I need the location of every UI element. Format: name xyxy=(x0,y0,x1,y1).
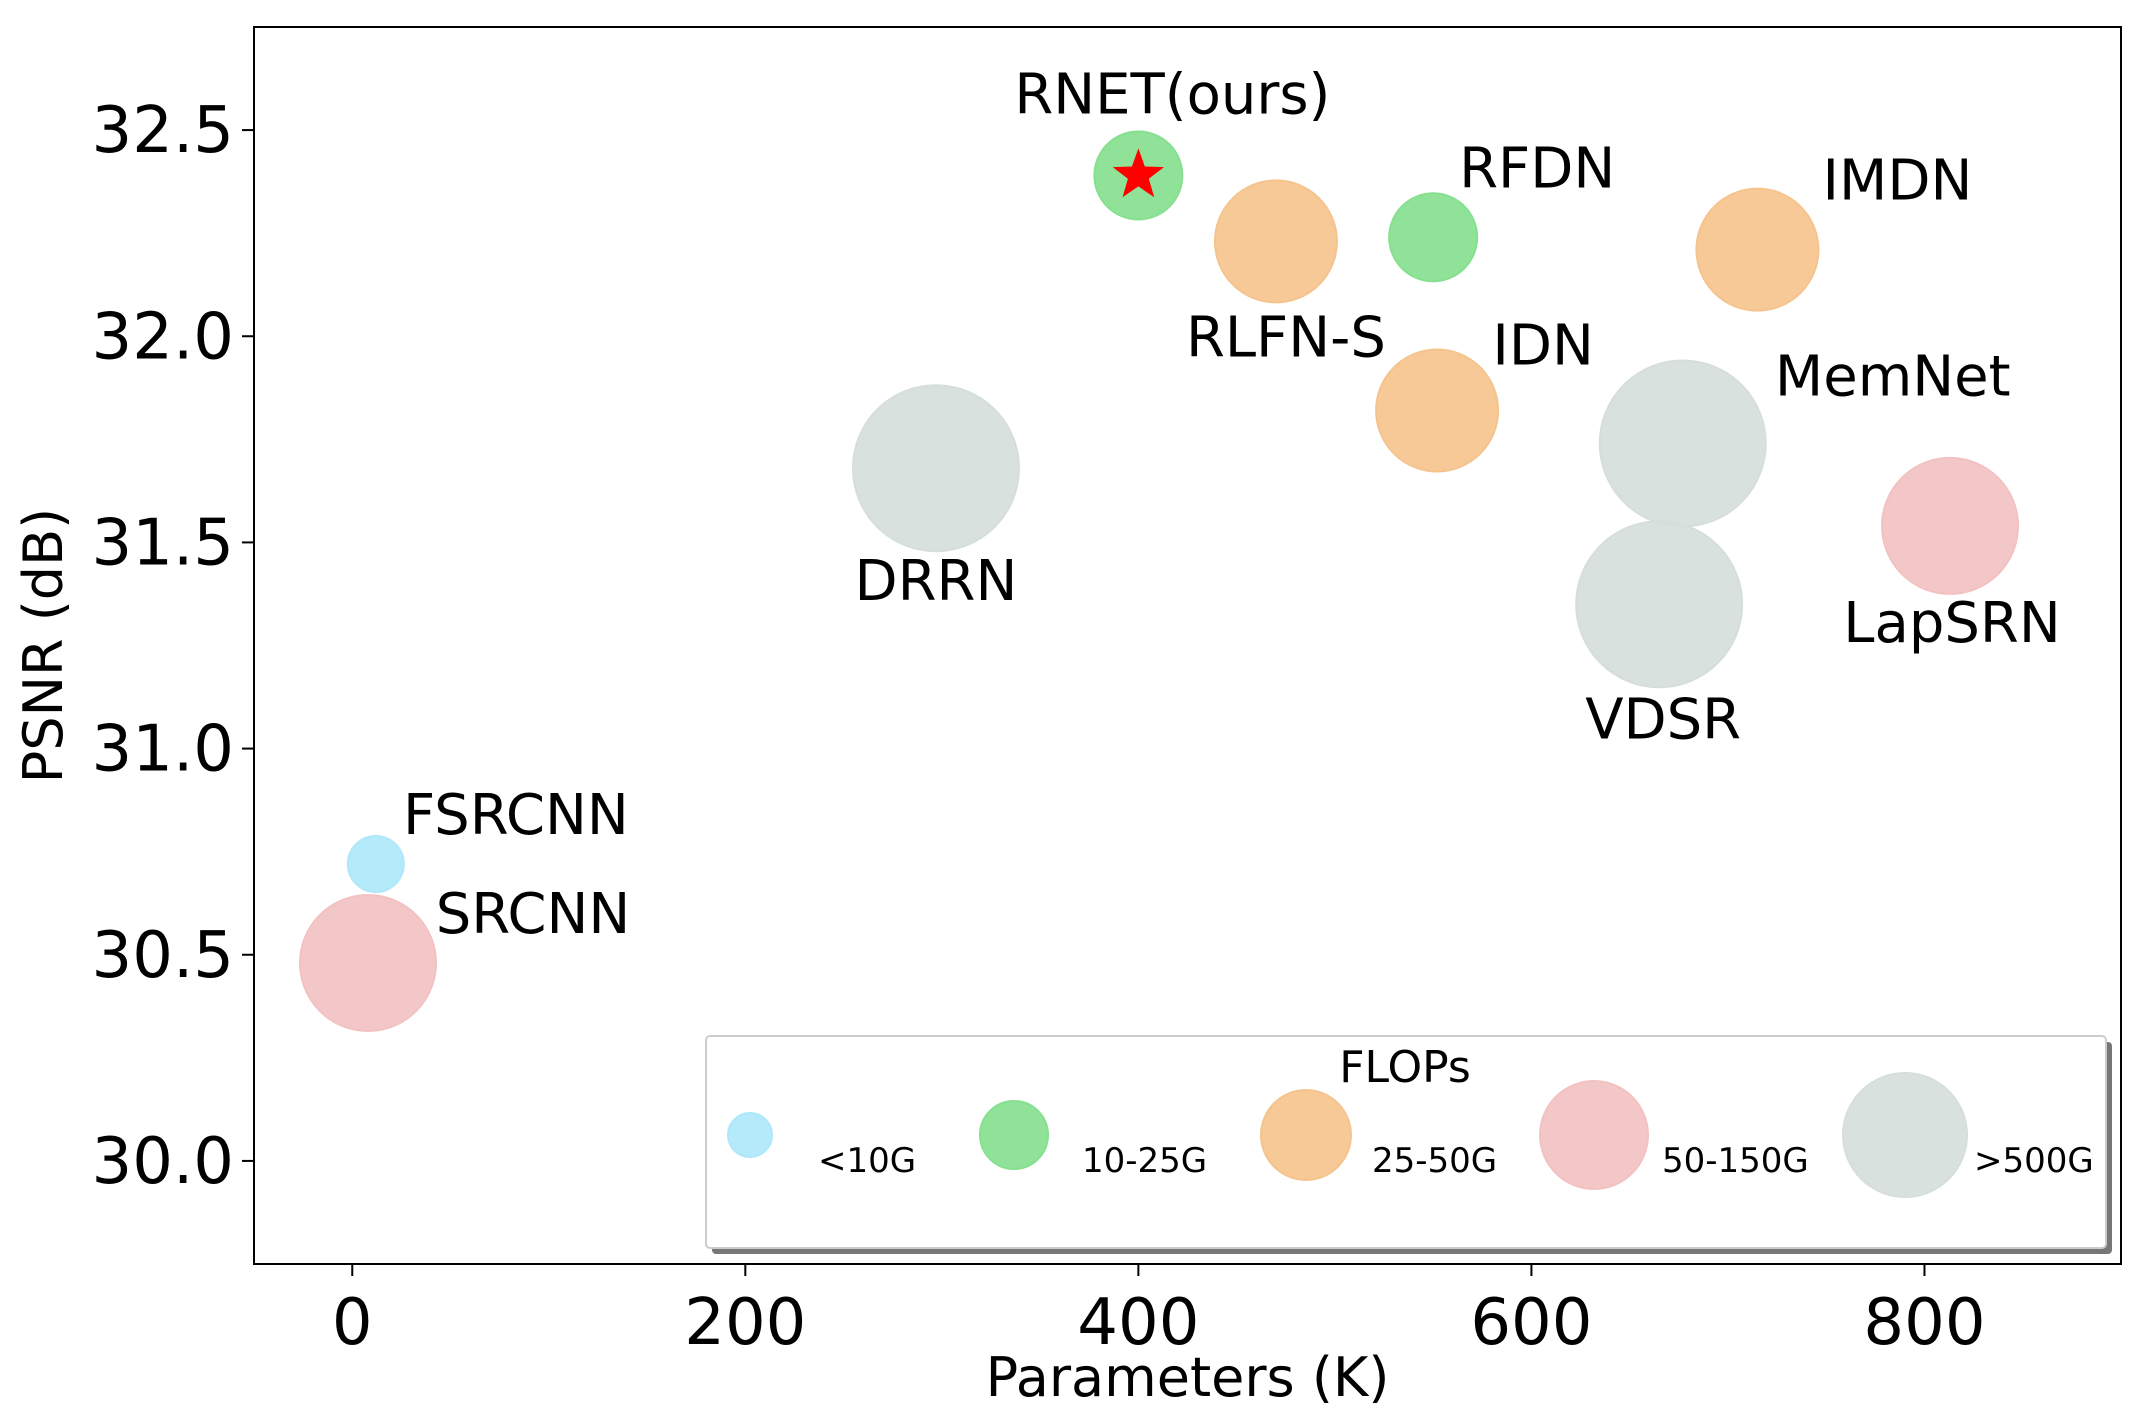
y-axis-title: PSNR (dB) xyxy=(12,508,75,783)
point-label: IMDN xyxy=(1823,149,1973,214)
point-label: SRCNN xyxy=(436,882,631,947)
bubble-point xyxy=(1881,456,2020,595)
x-tick-label: 400 xyxy=(1077,1286,1199,1360)
y-axis: 30.0 30.5 31.0 31.5 32.0 32.5 xyxy=(92,94,254,1199)
point-label: VDSR xyxy=(1585,687,1741,752)
point-label: LapSRN xyxy=(1843,591,2060,656)
star-marker xyxy=(1112,148,1164,198)
x-tick-label: 600 xyxy=(1470,1286,1592,1360)
y-tick-label: 30.0 xyxy=(92,1125,235,1199)
point-label: RLFN-S xyxy=(1186,305,1386,370)
legend-swatch xyxy=(1842,1072,1968,1198)
bubble-point xyxy=(1575,520,1744,689)
x-axis-title: Parameters (K) xyxy=(986,1346,1390,1409)
legend-label: 10-25G xyxy=(1082,1141,1207,1181)
y-tick-label: 31.5 xyxy=(92,506,235,580)
legend-title: FLOPs xyxy=(1339,1042,1471,1093)
legend-entries: <10G 10-25G 25-50G 50-150G >500G xyxy=(727,1072,2094,1198)
point-label: MemNet xyxy=(1775,344,2011,409)
legend: FLOPs <10G 10-25G 25-50G 50-150G >500G xyxy=(705,1035,2112,1254)
point-label: RFDN xyxy=(1459,136,1615,201)
legend-swatch xyxy=(727,1112,773,1158)
legend-label: 50-150G xyxy=(1662,1141,1809,1181)
plot-frame xyxy=(253,26,2122,1265)
bubble-point xyxy=(346,835,405,894)
legend-box xyxy=(705,1035,2107,1249)
legend-swatch xyxy=(1539,1080,1649,1190)
point-label: DRRN xyxy=(855,549,1018,614)
x-tick-label: 0 xyxy=(332,1286,373,1360)
legend-swatch xyxy=(1260,1089,1352,1181)
bubble-point xyxy=(1695,187,1820,312)
x-axis: 0 200 400 600 800 xyxy=(332,1264,1986,1360)
bubble-point xyxy=(298,893,437,1032)
legend-label: >500G xyxy=(1974,1141,2094,1181)
bubble-layer xyxy=(298,130,2020,1032)
point-label: IDN xyxy=(1492,313,1594,378)
x-tick-label: 800 xyxy=(1863,1286,1985,1360)
legend-label: <10G xyxy=(818,1141,916,1181)
bubble-point xyxy=(1598,359,1767,528)
bubble-point xyxy=(1213,179,1338,304)
legend-swatch xyxy=(979,1100,1049,1170)
y-tick-label: 31.0 xyxy=(92,713,235,787)
x-tick-label: 200 xyxy=(684,1286,806,1360)
legend-label: 25-50G xyxy=(1372,1141,1497,1181)
y-tick-label: 32.0 xyxy=(92,300,235,374)
point-label: FSRCNN xyxy=(403,783,629,848)
y-tick-label: 32.5 xyxy=(92,94,235,168)
point-label-layer: RNET(ours) RFDN RLFN-S IMDN IDN MemNet DRRN Lap… xyxy=(403,62,2061,947)
y-tick-label: 30.5 xyxy=(92,919,235,993)
bubble-point xyxy=(851,384,1020,553)
bubble-point xyxy=(1388,192,1479,283)
point-label: RNET(ours) xyxy=(1014,62,1330,127)
bubble-point xyxy=(1375,348,1500,473)
